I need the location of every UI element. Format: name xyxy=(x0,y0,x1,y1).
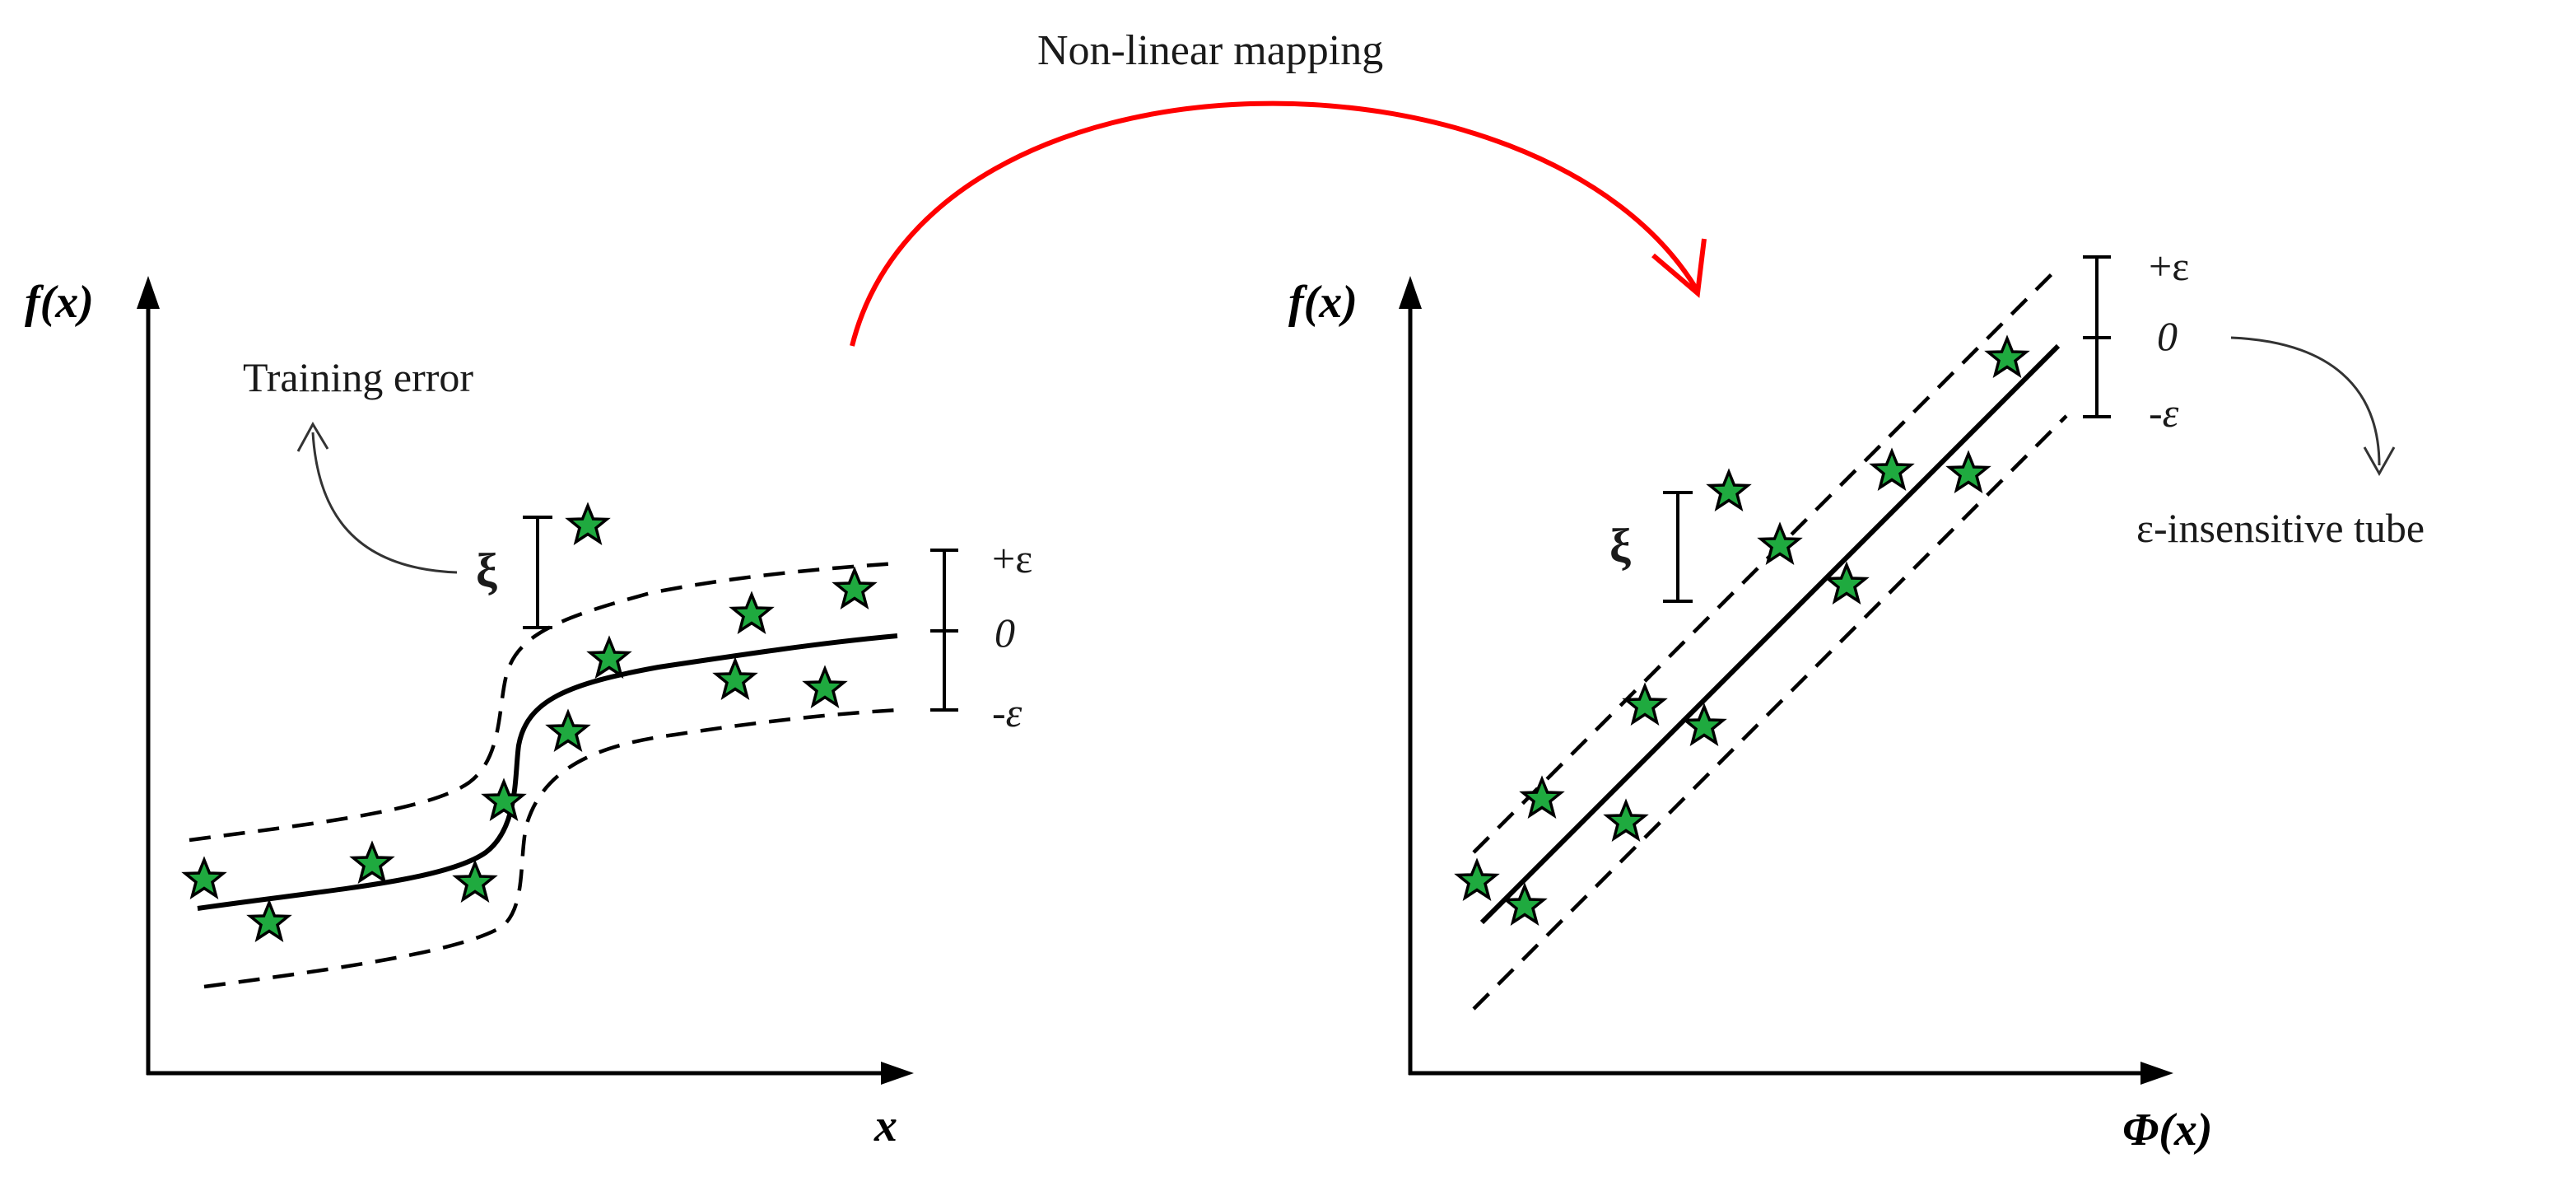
right-data-point xyxy=(1869,447,1915,491)
right-x-axis-arrowhead xyxy=(2140,1062,2173,1085)
left-data-point xyxy=(712,656,758,700)
tube-label-arrowhead xyxy=(2363,446,2396,477)
right-data-points xyxy=(1454,334,2030,926)
left-x-axis-label: x xyxy=(873,1100,897,1151)
right-data-point xyxy=(1502,882,1548,926)
left-xi-label: ξ xyxy=(476,544,497,597)
left-minus-eps-label: -ε xyxy=(992,689,1022,735)
right-y-axis-arrowhead xyxy=(1399,276,1422,309)
left-data-point xyxy=(349,840,395,884)
left-zero-label: 0 xyxy=(995,609,1015,656)
tube-label-arrow xyxy=(2230,336,2381,466)
left-data-point xyxy=(831,566,878,609)
right-lower-tube xyxy=(1472,414,2068,1011)
left-upper-tube xyxy=(189,561,898,843)
right-data-point xyxy=(1824,561,1870,605)
right-x-axis-label: Φ(x) xyxy=(2122,1104,2212,1156)
left-data-point xyxy=(481,777,527,821)
right-minus-eps-label: -ε xyxy=(2149,390,2179,436)
mapping-arrowhead xyxy=(1651,238,1707,298)
left-data-point xyxy=(452,859,498,903)
left-data-point xyxy=(565,502,611,545)
right-xi-label: ξ xyxy=(1609,519,1631,572)
left-y-axis-arrowhead xyxy=(137,276,160,309)
right-upper-tube xyxy=(1472,270,2056,854)
left-plus-eps-label: +ε xyxy=(992,535,1032,581)
right-data-point xyxy=(1454,857,1500,901)
right-data-point xyxy=(1984,334,2030,378)
left-regression-curve xyxy=(197,633,898,911)
right-data-point xyxy=(1706,468,1752,511)
right-zero-label: 0 xyxy=(2157,313,2178,359)
left-y-axis-label: f(x) xyxy=(25,277,94,328)
left-data-points xyxy=(181,502,878,942)
right-data-point xyxy=(1622,682,1668,726)
right-regression-line xyxy=(1479,343,2061,925)
mapping-label: Non-linear mapping xyxy=(1037,27,1383,74)
training-error-arrow xyxy=(311,432,458,574)
right-data-point xyxy=(1757,521,1803,565)
right-panel: f(x) Φ(x) +ε 0 -ε ε-insensitive tube ξ xyxy=(1288,243,2425,1156)
left-data-point xyxy=(586,635,632,679)
left-x-axis-arrowhead xyxy=(881,1062,914,1085)
mapping-arrow xyxy=(850,100,1698,347)
training-error-label: Training error xyxy=(243,354,473,400)
right-data-point xyxy=(1681,703,1727,746)
left-data-point xyxy=(802,665,848,708)
left-panel: f(x) x +ε 0 -ε ξ Training error xyxy=(25,276,1032,1151)
left-data-point xyxy=(545,708,591,752)
training-error-arrowhead xyxy=(296,421,329,452)
left-data-point xyxy=(181,856,227,899)
left-data-point xyxy=(246,899,292,942)
right-y-axis-label: f(x) xyxy=(1288,277,1358,328)
right-plus-eps-label: +ε xyxy=(2149,243,2189,289)
right-data-point xyxy=(1519,775,1565,819)
left-data-point xyxy=(729,591,775,634)
tube-label: ε-insensitive tube xyxy=(2136,505,2425,551)
right-data-point xyxy=(1945,450,1991,493)
right-data-point xyxy=(1603,798,1649,842)
left-lower-tube xyxy=(203,707,900,989)
